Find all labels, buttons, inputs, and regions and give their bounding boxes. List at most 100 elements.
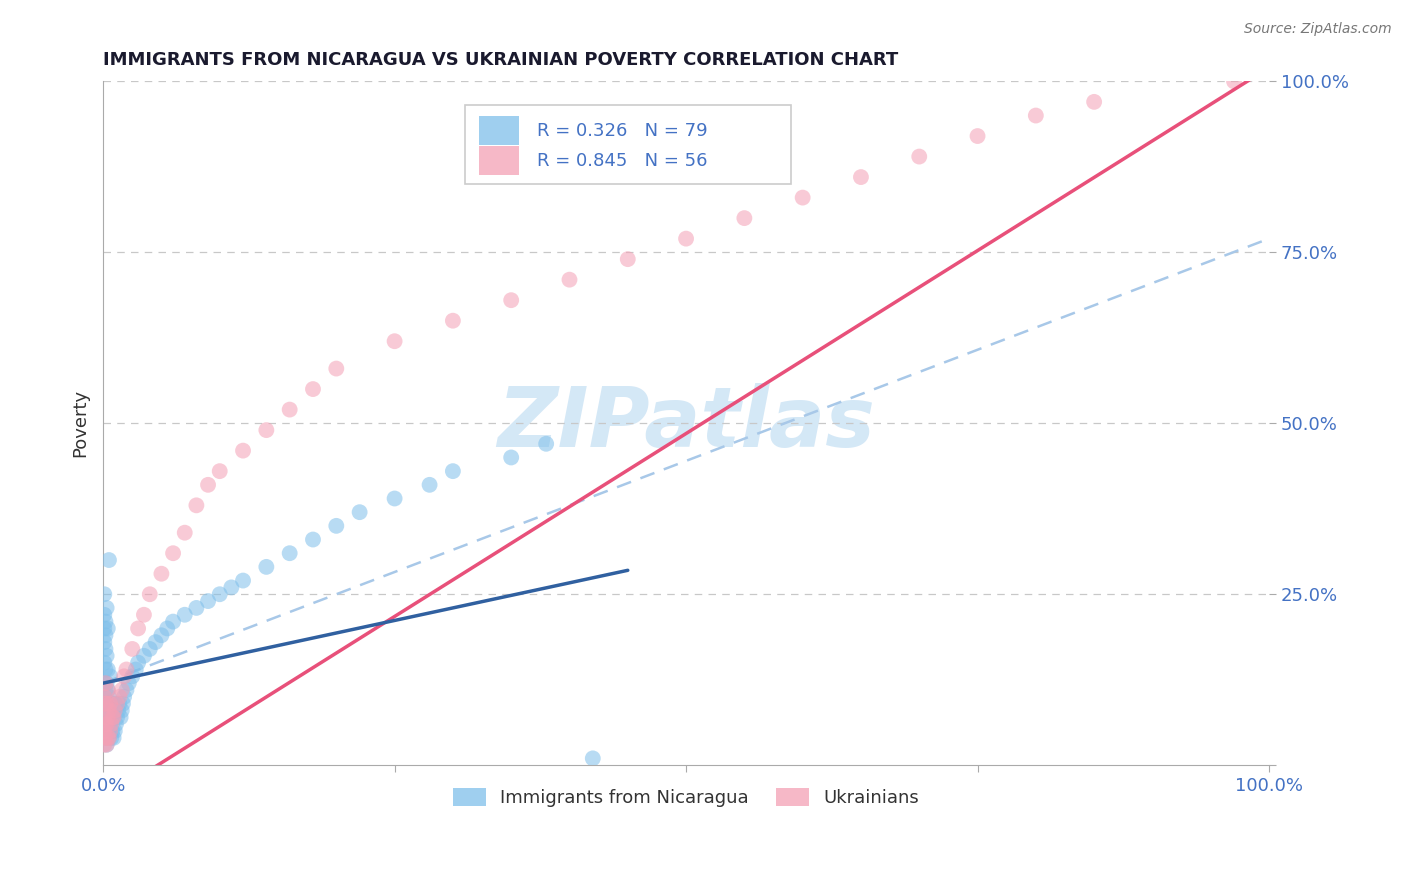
Point bbox=[94, 731, 117, 745]
Point bbox=[96, 738, 118, 752]
Text: R = 0.845   N = 56: R = 0.845 N = 56 bbox=[537, 152, 707, 169]
Point bbox=[93, 690, 115, 704]
Point bbox=[110, 710, 132, 724]
Point bbox=[97, 724, 120, 739]
Point bbox=[966, 129, 988, 144]
Point bbox=[125, 663, 148, 677]
Point bbox=[93, 690, 115, 704]
Point bbox=[173, 607, 195, 622]
Point bbox=[792, 191, 814, 205]
Point bbox=[197, 478, 219, 492]
Point bbox=[97, 683, 120, 698]
Point bbox=[93, 738, 115, 752]
Point bbox=[1083, 95, 1105, 109]
Point bbox=[107, 704, 129, 718]
Point bbox=[1025, 109, 1047, 123]
Point bbox=[208, 587, 231, 601]
Point bbox=[96, 697, 118, 711]
FancyBboxPatch shape bbox=[464, 105, 792, 184]
Point bbox=[121, 642, 143, 657]
Point bbox=[111, 683, 134, 698]
Point bbox=[94, 615, 117, 629]
Point bbox=[197, 594, 219, 608]
Point bbox=[302, 382, 325, 396]
Point bbox=[121, 669, 143, 683]
Point bbox=[105, 710, 128, 724]
Point bbox=[150, 628, 173, 642]
Point bbox=[115, 663, 138, 677]
Point bbox=[103, 704, 125, 718]
Point bbox=[94, 628, 117, 642]
Point bbox=[94, 663, 117, 677]
Text: ZIPatlas: ZIPatlas bbox=[498, 383, 875, 464]
Point bbox=[278, 402, 301, 417]
Point bbox=[112, 690, 135, 704]
Point bbox=[139, 587, 162, 601]
Point bbox=[93, 656, 115, 670]
Point bbox=[162, 615, 184, 629]
FancyBboxPatch shape bbox=[478, 146, 519, 175]
Point bbox=[112, 669, 135, 683]
Point bbox=[98, 669, 121, 683]
Point bbox=[96, 738, 118, 752]
Point bbox=[104, 724, 127, 739]
Point bbox=[254, 423, 277, 437]
Point bbox=[98, 704, 121, 718]
Point bbox=[98, 724, 121, 739]
Point bbox=[384, 334, 406, 349]
Point bbox=[108, 697, 131, 711]
Point bbox=[419, 478, 441, 492]
Point bbox=[93, 607, 115, 622]
Point bbox=[616, 252, 638, 267]
Point bbox=[97, 731, 120, 745]
Point bbox=[94, 717, 117, 731]
Point bbox=[441, 464, 464, 478]
Point bbox=[1223, 74, 1246, 88]
Point bbox=[908, 150, 931, 164]
Point bbox=[302, 533, 325, 547]
Text: R = 0.326   N = 79: R = 0.326 N = 79 bbox=[537, 121, 707, 139]
Point bbox=[93, 710, 115, 724]
Point bbox=[534, 437, 557, 451]
Point bbox=[93, 622, 115, 636]
Point bbox=[97, 690, 120, 704]
Point bbox=[104, 697, 127, 711]
Point bbox=[93, 724, 115, 739]
Point bbox=[100, 731, 122, 745]
Point bbox=[96, 676, 118, 690]
Point bbox=[127, 622, 149, 636]
Point bbox=[94, 731, 117, 745]
Point bbox=[97, 731, 120, 745]
Point bbox=[93, 724, 115, 739]
Point bbox=[98, 697, 121, 711]
Point bbox=[849, 170, 872, 185]
Point bbox=[441, 314, 464, 328]
Point bbox=[98, 724, 121, 739]
Point bbox=[101, 724, 124, 739]
Point bbox=[96, 717, 118, 731]
Point bbox=[94, 710, 117, 724]
Point bbox=[96, 697, 118, 711]
Point bbox=[162, 546, 184, 560]
Point bbox=[501, 293, 523, 308]
Point bbox=[97, 704, 120, 718]
Point bbox=[96, 717, 118, 731]
Point bbox=[93, 587, 115, 601]
Point bbox=[349, 505, 371, 519]
Point bbox=[94, 683, 117, 698]
Point bbox=[100, 710, 122, 724]
Point bbox=[97, 553, 120, 567]
Point bbox=[103, 710, 125, 724]
Point bbox=[582, 751, 605, 765]
Text: Source: ZipAtlas.com: Source: ZipAtlas.com bbox=[1244, 22, 1392, 37]
Point bbox=[139, 642, 162, 657]
Legend: Immigrants from Nicaragua, Ukrainians: Immigrants from Nicaragua, Ukrainians bbox=[446, 780, 927, 814]
Point bbox=[103, 731, 125, 745]
Point bbox=[93, 704, 115, 718]
Point bbox=[97, 704, 120, 718]
Point bbox=[104, 704, 127, 718]
Point bbox=[675, 232, 697, 246]
Point bbox=[97, 710, 120, 724]
Point bbox=[127, 656, 149, 670]
Point bbox=[325, 519, 347, 533]
